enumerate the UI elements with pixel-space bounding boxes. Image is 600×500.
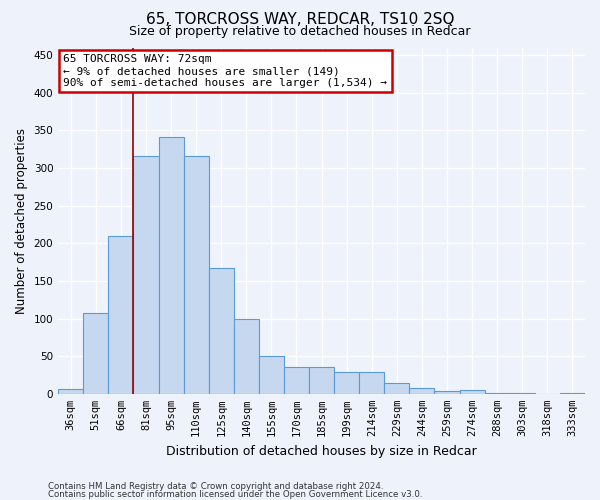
Text: 65, TORCROSS WAY, REDCAR, TS10 2SQ: 65, TORCROSS WAY, REDCAR, TS10 2SQ bbox=[146, 12, 454, 28]
Text: 65 TORCROSS WAY: 72sqm
← 9% of detached houses are smaller (149)
90% of semi-det: 65 TORCROSS WAY: 72sqm ← 9% of detached … bbox=[64, 54, 388, 88]
Bar bbox=[409, 388, 434, 394]
Bar bbox=[385, 382, 409, 394]
Bar bbox=[560, 393, 585, 394]
Bar bbox=[510, 393, 535, 394]
Bar bbox=[284, 368, 309, 394]
Bar bbox=[309, 368, 334, 394]
Text: Contains HM Land Registry data © Crown copyright and database right 2024.: Contains HM Land Registry data © Crown c… bbox=[48, 482, 383, 491]
Text: Size of property relative to detached houses in Redcar: Size of property relative to detached ho… bbox=[129, 25, 471, 38]
Bar bbox=[434, 391, 460, 394]
Bar bbox=[485, 393, 510, 394]
Y-axis label: Number of detached properties: Number of detached properties bbox=[15, 128, 28, 314]
Bar bbox=[83, 314, 109, 394]
Bar bbox=[184, 156, 209, 394]
Bar bbox=[209, 268, 234, 394]
Bar bbox=[460, 390, 485, 394]
Bar bbox=[259, 356, 284, 394]
Text: Contains public sector information licensed under the Open Government Licence v3: Contains public sector information licen… bbox=[48, 490, 422, 499]
Bar bbox=[334, 372, 359, 394]
Bar bbox=[158, 137, 184, 394]
Bar bbox=[234, 320, 259, 394]
X-axis label: Distribution of detached houses by size in Redcar: Distribution of detached houses by size … bbox=[166, 444, 477, 458]
Bar bbox=[133, 156, 158, 394]
Bar bbox=[58, 388, 83, 394]
Bar bbox=[109, 236, 133, 394]
Bar bbox=[359, 372, 385, 394]
